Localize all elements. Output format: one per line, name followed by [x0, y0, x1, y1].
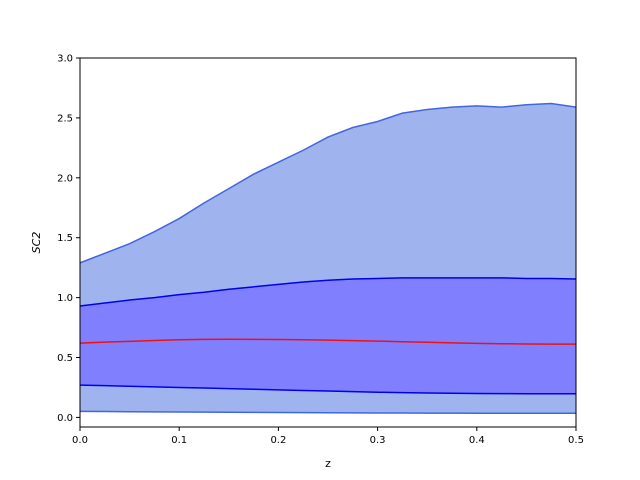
x-tick-label: 0.5 — [568, 435, 584, 446]
band-1-lower-line — [79, 384, 576, 395]
y-tick-label: 1.0 — [57, 293, 73, 304]
band-1-upper-line — [79, 277, 577, 307]
y-tick-label: 2.5 — [57, 113, 73, 124]
x-tick-label: 0.4 — [469, 435, 485, 446]
band-1-area — [80, 277, 576, 394]
y-tick-label: 1.5 — [57, 233, 73, 244]
y-axis: 0.0 0.5 1.0 1.5 2.0 2.5 3.0 — [57, 54, 80, 424]
y-tick-label: 3.0 — [57, 54, 73, 65]
x-tick-label: 0.3 — [370, 435, 386, 446]
plot-area — [79, 102, 577, 414]
y-tick-label: 0.0 — [57, 413, 73, 424]
plot-frame — [79, 57, 577, 428]
y-axis-label: SC2 — [30, 232, 43, 254]
x-axis-label: z — [325, 457, 331, 470]
x-tick-label: 0.2 — [270, 435, 286, 446]
median-line — [79, 338, 576, 345]
y-tick-label: 0.5 — [57, 353, 73, 364]
band-0-lower-line — [79, 410, 576, 414]
band-0-upper-line — [79, 102, 577, 264]
x-tick-label: 0.0 — [72, 435, 88, 446]
x-axis: 0.0 0.1 0.2 0.3 0.4 0.5 — [72, 427, 584, 446]
x-tick-label: 0.1 — [171, 435, 187, 446]
y-tick-label: 2.0 — [57, 173, 73, 184]
